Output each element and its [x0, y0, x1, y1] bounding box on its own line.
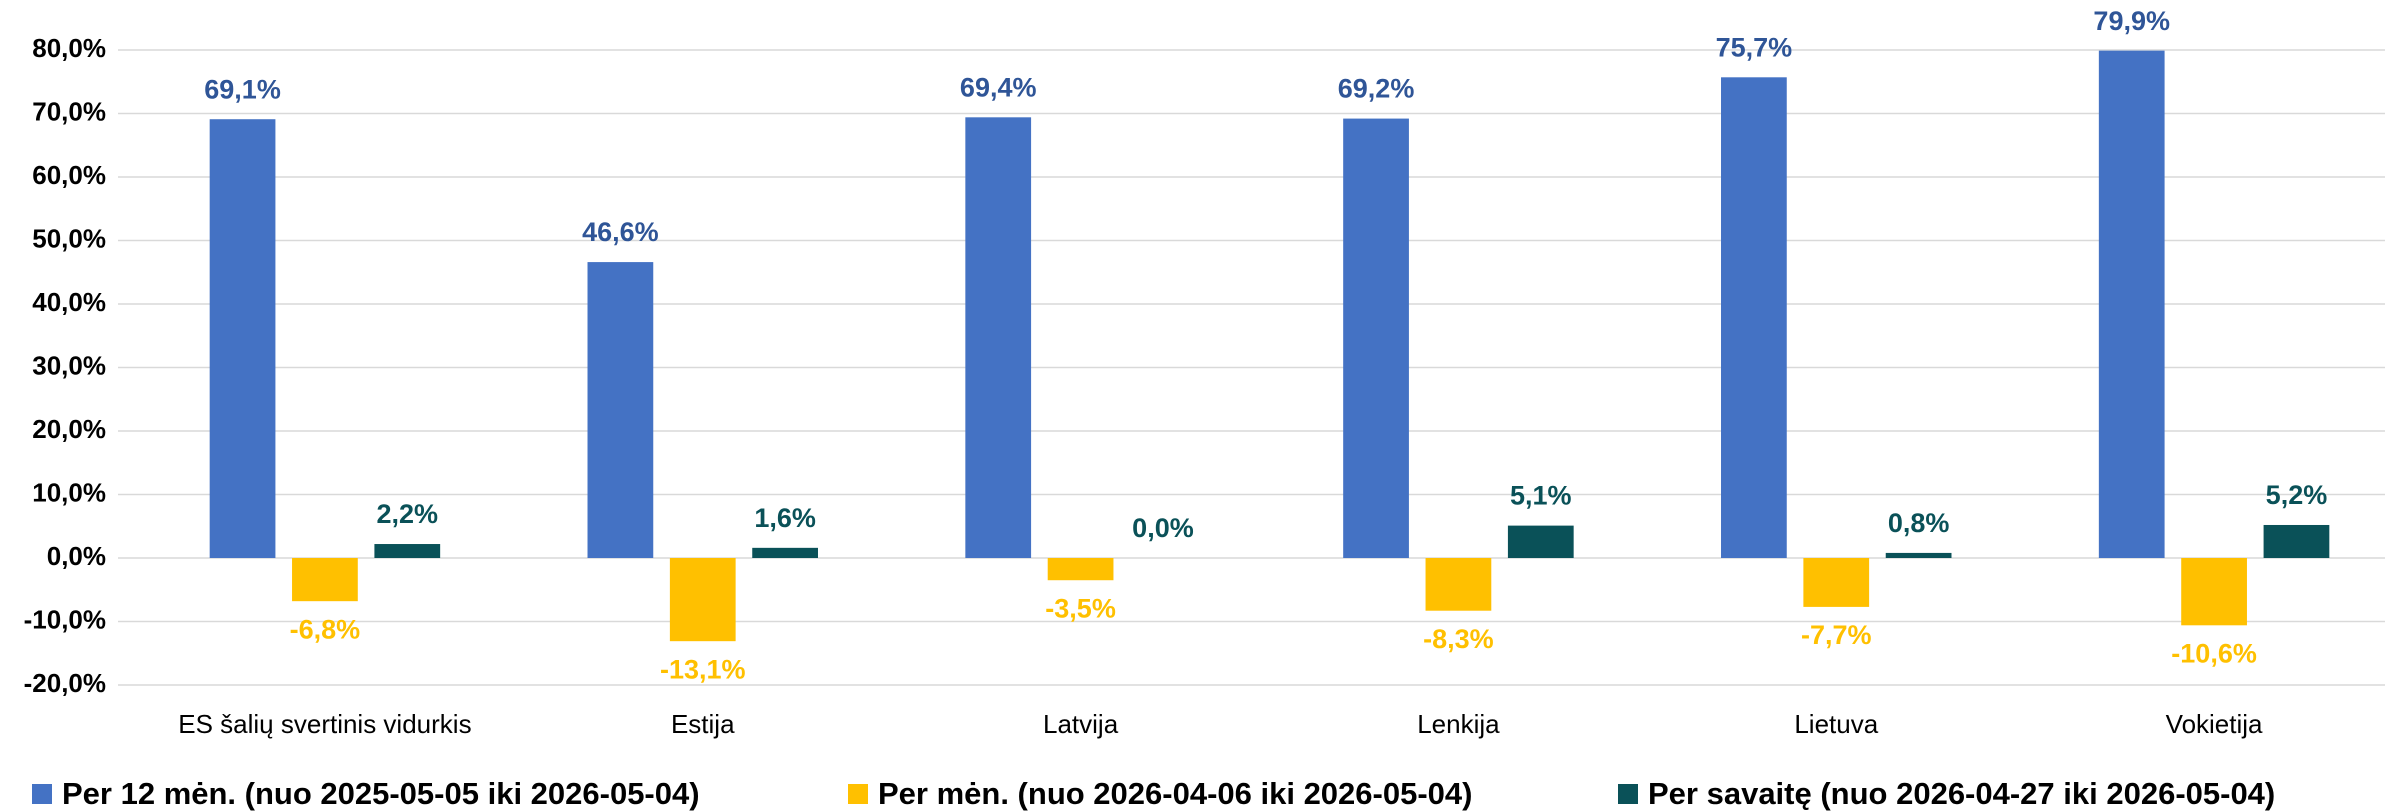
y-tick-label: -20,0%: [24, 668, 106, 698]
value-label: -7,7%: [1801, 620, 1872, 650]
y-tick-label: 30,0%: [32, 350, 106, 380]
x-tick-label: Latvija: [1043, 709, 1119, 739]
bar: [587, 262, 654, 558]
value-label: 2,2%: [377, 499, 439, 529]
legend-label: Per savaitę (nuo 2026-04-27 iki 2026-05-…: [1648, 776, 2275, 811]
bar: [1803, 558, 1870, 607]
legend-label: Per 12 mėn. (nuo 2025-05-05 iki 2026-05-…: [62, 776, 700, 811]
y-tick-label: 60,0%: [32, 160, 106, 190]
bar: [1507, 525, 1574, 558]
bar: [1047, 558, 1114, 581]
y-tick-label: 0,0%: [47, 541, 106, 571]
bar: [2181, 558, 2247, 626]
value-label: 69,4%: [960, 72, 1037, 102]
legend-swatch: [848, 784, 868, 804]
value-label: 69,1%: [204, 74, 281, 104]
value-label: 5,1%: [1510, 481, 1572, 511]
bar: [752, 547, 818, 558]
value-label: 0,8%: [1888, 508, 1950, 538]
value-label: 1,6%: [754, 503, 816, 533]
legend-label: Per mėn. (nuo 2026-04-06 iki 2026-05-04): [878, 776, 1472, 811]
value-label: 79,9%: [2093, 6, 2170, 36]
value-label: 5,2%: [2266, 480, 2328, 510]
bar: [1885, 552, 1952, 558]
x-tick-label: Lietuva: [1794, 709, 1878, 739]
bar: [2263, 524, 2330, 558]
y-tick-label: 70,0%: [32, 96, 106, 126]
bar: [669, 558, 736, 642]
value-label: -3,5%: [1045, 593, 1116, 623]
legend-swatch: [1618, 784, 1638, 804]
value-label: 0,0%: [1132, 513, 1194, 543]
legend-swatch: [32, 784, 52, 804]
value-label: -10,6%: [2171, 638, 2257, 668]
bar: [1721, 77, 1787, 559]
x-tick-label: Vokietija: [2166, 709, 2263, 739]
bar: [374, 544, 441, 558]
bar: [292, 558, 358, 602]
value-label: -13,1%: [660, 654, 746, 684]
value-label: -8,3%: [1423, 624, 1494, 654]
y-tick-label: -10,0%: [24, 604, 106, 634]
y-tick-label: 10,0%: [32, 477, 106, 507]
y-tick-label: 40,0%: [32, 287, 106, 317]
bar: [1343, 118, 1409, 558]
y-tick-label: 20,0%: [32, 414, 106, 444]
x-tick-label: ES šalių svertinis vidurkis: [178, 709, 471, 739]
y-tick-label: 50,0%: [32, 223, 106, 253]
x-tick-label: Lenkija: [1417, 709, 1500, 739]
value-label: 75,7%: [1716, 32, 1793, 62]
value-label: 46,6%: [582, 217, 659, 247]
x-tick-label: Estija: [671, 709, 735, 739]
bar: [1425, 558, 1492, 611]
bar: [965, 117, 1032, 558]
y-tick-label: 80,0%: [32, 33, 106, 63]
value-label: 69,2%: [1338, 74, 1415, 104]
bar: [2098, 50, 2165, 558]
bar: [209, 119, 276, 558]
value-label: -6,8%: [290, 614, 361, 644]
